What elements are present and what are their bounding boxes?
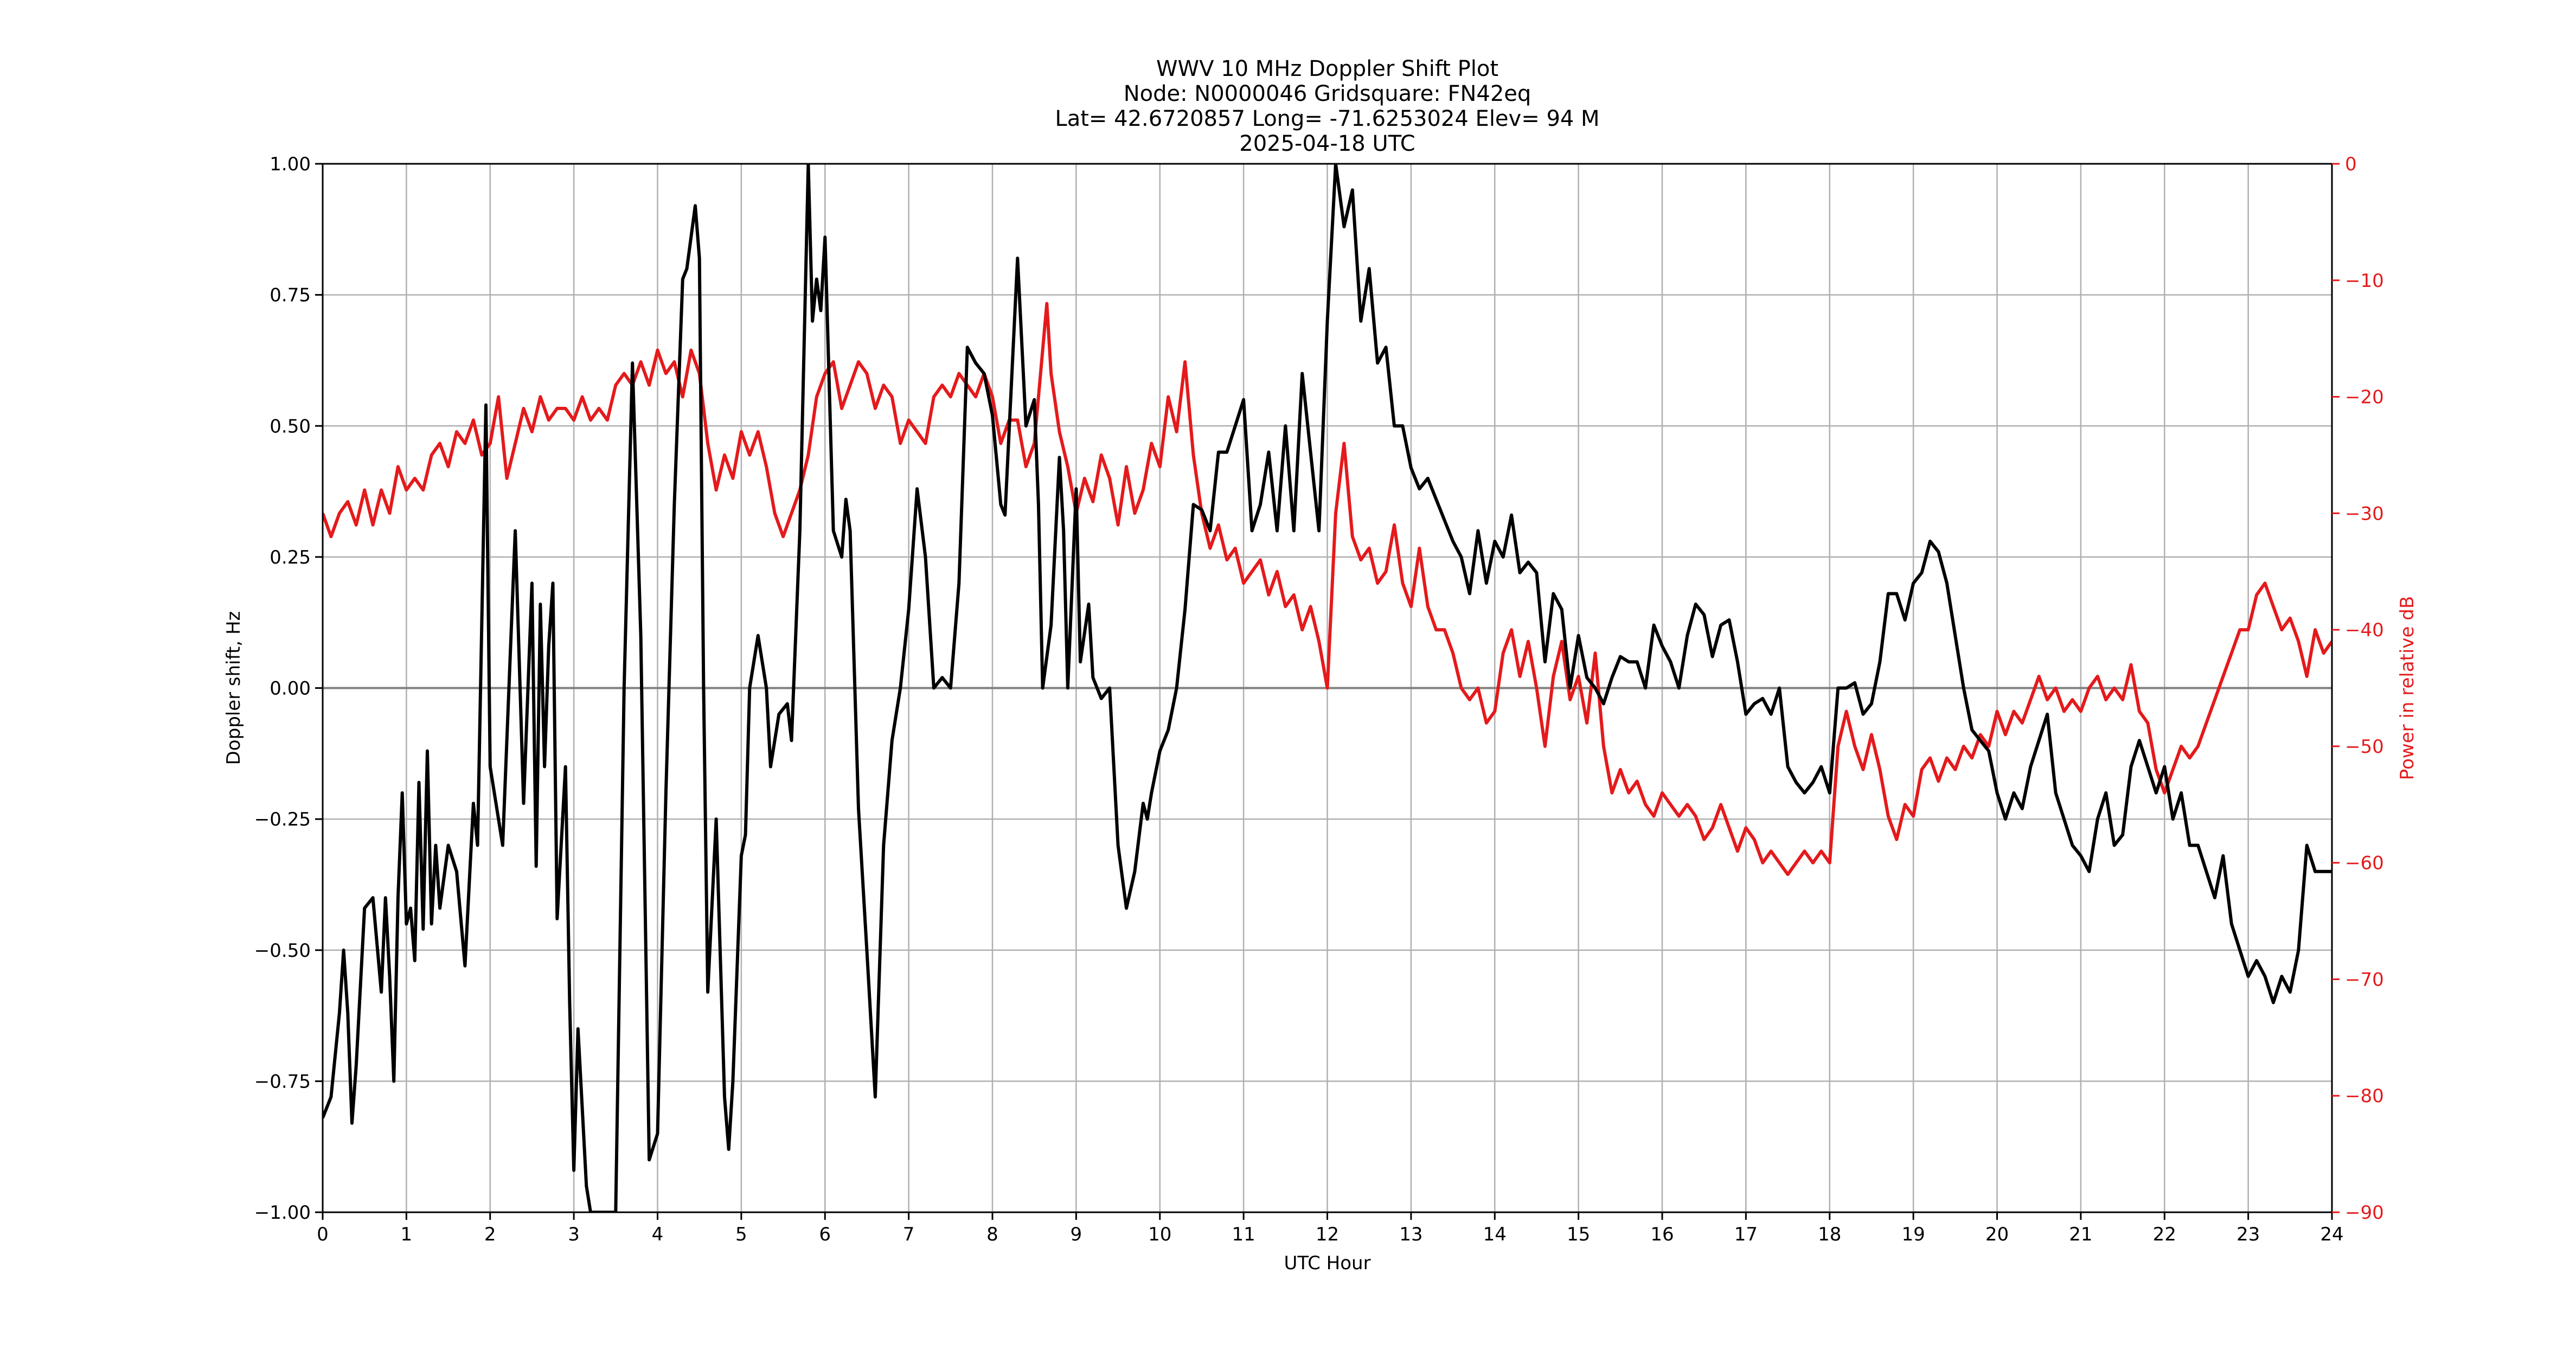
y-right-tick-label: −80 [2345, 1085, 2384, 1107]
x-tick-label: 14 [1483, 1224, 1507, 1245]
x-tick-label: 2 [484, 1224, 496, 1245]
y-right-tick-label: −60 [2345, 853, 2384, 874]
y-right-tick-label: −50 [2345, 736, 2384, 758]
y-right-tick-label: −70 [2345, 969, 2384, 990]
x-tick-label: 1 [401, 1224, 413, 1245]
doppler-shift-series-line [323, 164, 2332, 1212]
x-tick-label: 24 [2320, 1224, 2343, 1245]
y-axis-left-ticks: −1.00 −0.75 −0.50 −0.25 0.00 0.25 0.50 0.75 1.00 [254, 153, 323, 1224]
chart-title-line: 2025-04-18 UTC [1239, 131, 1415, 156]
y-right-tick-label: 0 [2345, 153, 2357, 175]
x-tick-label: 16 [1650, 1224, 1674, 1245]
y-left-tick-label: 0.25 [270, 547, 311, 568]
chart-title-line: Lat= 42.6720857 Long= -71.6253024 Elev= … [1055, 106, 1599, 131]
x-tick-label: 21 [2069, 1224, 2092, 1245]
y-left-tick-label: 0.75 [270, 285, 311, 306]
power-series-line [323, 302, 2332, 877]
x-tick-label: 18 [1818, 1224, 1841, 1245]
y-axis-right-ticks: −90 −80 −70 −60 −50 −40 −30 −20 −10 0 [2332, 153, 2384, 1224]
x-tick-label: 7 [903, 1224, 915, 1245]
x-tick-label: 3 [568, 1224, 580, 1245]
x-tick-label: 9 [1071, 1224, 1082, 1245]
x-tick-label: 8 [986, 1224, 998, 1245]
y-right-tick-label: −30 [2345, 503, 2384, 525]
y-right-tick-label: −10 [2345, 270, 2384, 292]
y-right-tick-label: −20 [2345, 387, 2384, 408]
series-lines [323, 164, 2332, 1212]
x-tick-label: 10 [1148, 1224, 1171, 1245]
x-tick-label: 11 [1232, 1224, 1255, 1245]
y-right-tick-label: −90 [2345, 1202, 2384, 1224]
y-axis-right-label: Power in relative dB [2396, 596, 2418, 780]
chart-title-line: Node: N0000046 Gridsquare: FN42eq [1124, 81, 1531, 106]
x-tick-label: 19 [1901, 1224, 1925, 1245]
x-tick-label: 6 [819, 1224, 831, 1245]
x-tick-label: 13 [1399, 1224, 1422, 1245]
x-tick-label: 0 [317, 1224, 329, 1245]
x-tick-label: 17 [1734, 1224, 1758, 1245]
y-right-tick-label: −40 [2345, 619, 2384, 641]
x-tick-label: 15 [1567, 1224, 1590, 1245]
x-tick-label: 4 [652, 1224, 664, 1245]
x-tick-label: 23 [2237, 1224, 2260, 1245]
y-axis-left-label: Doppler shift, Hz [223, 611, 245, 765]
x-tick-label: 20 [1985, 1224, 2009, 1245]
x-tick-label: 22 [2153, 1224, 2176, 1245]
y-left-tick-label: 0.50 [270, 415, 311, 437]
y-left-tick-label: 0.00 [270, 678, 311, 700]
x-axis-label: UTC Hour [1284, 1252, 1370, 1274]
y-left-tick-label: −1.00 [254, 1202, 311, 1224]
chart-title-line: WWV 10 MHz Doppler Shift Plot [1156, 56, 1498, 81]
y-left-tick-label: −0.75 [254, 1071, 311, 1092]
y-left-tick-label: −0.25 [254, 809, 311, 830]
x-tick-label: 5 [735, 1224, 747, 1245]
x-tick-label: 12 [1316, 1224, 1339, 1245]
x-axis-ticks: 0 1 2 3 4 5 6 7 8 9 10 11 12 13 14 15 16 17 18 19 20 21 22 23 24 [317, 1212, 2344, 1245]
y-left-tick-label: 1.00 [270, 153, 311, 175]
y-left-tick-label: −0.50 [254, 940, 311, 962]
